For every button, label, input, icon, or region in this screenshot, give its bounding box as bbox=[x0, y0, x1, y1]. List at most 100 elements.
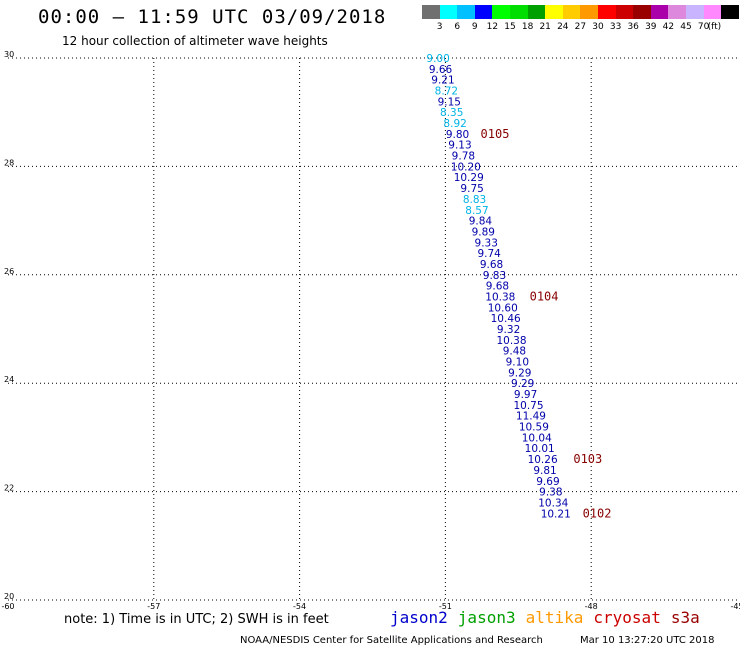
swh-value-label: 10.29 bbox=[454, 172, 484, 184]
swh-value-label: 9.68 bbox=[486, 281, 509, 293]
y-tick-label: 24 bbox=[4, 375, 14, 384]
colorbar-label: 70 bbox=[697, 22, 710, 32]
colorbar-label: 18 bbox=[521, 22, 534, 32]
swh-value-label: 8.72 bbox=[435, 86, 458, 98]
colorbar-swatch bbox=[685, 5, 704, 19]
legend-entry-jason3: jason3 bbox=[457, 608, 516, 627]
swh-value-label: 10.75 bbox=[513, 400, 543, 412]
legend-entry-cryosat: cryosat bbox=[593, 608, 661, 627]
swh-value-label: 9.75 bbox=[460, 183, 483, 195]
colorbar-swatch bbox=[439, 5, 458, 19]
swh-value-label: 9.68 bbox=[480, 259, 503, 271]
colorbar-label: 6 bbox=[454, 22, 461, 32]
colorbar-label: 30 bbox=[592, 22, 604, 32]
time-annotation: 0105 bbox=[481, 127, 510, 141]
swh-value-label: 9.84 bbox=[469, 216, 493, 228]
y-tick-label: 26 bbox=[4, 267, 14, 276]
colorbar-labels: (ft) 3 6 9 12 15 18 21 24 27 30 33 36 39 42 45 70 bbox=[422, 22, 740, 34]
swh-value-label: 9.13 bbox=[448, 140, 471, 152]
swh-value-label: 9.83 bbox=[483, 270, 506, 282]
colorbar-label: 39 bbox=[645, 22, 657, 32]
colorbar-label: 15 bbox=[504, 22, 516, 32]
x-tick-label: -54 bbox=[293, 602, 306, 611]
time-annotation: 0104 bbox=[530, 289, 559, 303]
swh-value-label: 9.48 bbox=[503, 346, 526, 358]
swh-value-label: 9.29 bbox=[511, 378, 534, 390]
swh-value-label: 10.46 bbox=[491, 313, 521, 325]
legend-entry-altika: altika bbox=[525, 608, 584, 627]
swh-value-label: 10.38 bbox=[496, 335, 526, 347]
page-subtitle: 12 hour collection of altimeter wave hei… bbox=[62, 34, 328, 48]
time-annotation: 0103 bbox=[573, 452, 602, 466]
swh-value-label: 10.26 bbox=[528, 454, 558, 466]
colorbar-swatch bbox=[492, 5, 510, 19]
colorbar-label: 27 bbox=[574, 22, 587, 32]
colorbar-swatch bbox=[580, 5, 598, 19]
legend-entry-jason2: jason2 bbox=[390, 608, 448, 627]
colorbar-label: 33 bbox=[609, 22, 622, 32]
colorbar-label: 3 bbox=[436, 22, 443, 32]
satellite-legend: jason2 jason3 altika cryosat s3a bbox=[390, 608, 700, 627]
x-tick-label: -60 bbox=[1, 602, 14, 611]
colorbar-label: 36 bbox=[627, 22, 639, 32]
colorbar-label: 21 bbox=[539, 22, 551, 32]
colorbar-swatch bbox=[721, 5, 739, 19]
swh-value-label: 9.69 bbox=[536, 476, 559, 488]
swh-value-label: 9.00 bbox=[426, 53, 449, 65]
y-tick-label: 28 bbox=[4, 158, 14, 167]
swh-value-label: 9.89 bbox=[472, 226, 495, 238]
swh-value-label: 10.59 bbox=[519, 422, 549, 434]
colorbar-swatch bbox=[474, 5, 493, 19]
colorbar-swatch bbox=[668, 5, 686, 19]
swh-value-label: 8.35 bbox=[440, 107, 463, 119]
colorbar-swatch bbox=[597, 5, 616, 19]
credit-text: NOAA/NESDIS Center for Satellite Applica… bbox=[240, 635, 543, 646]
y-tick-label: 30 bbox=[4, 50, 14, 59]
swh-value-label: 9.38 bbox=[539, 487, 562, 499]
colorbar-label: 12 bbox=[486, 22, 499, 32]
swh-value-label: 10.38 bbox=[485, 291, 515, 303]
colorbar-swatch bbox=[562, 5, 581, 19]
x-tick-label: -51 bbox=[439, 602, 452, 611]
colorbar-swatch bbox=[545, 5, 563, 19]
swh-value-label: 9.78 bbox=[452, 151, 475, 163]
swh-value-label: 8.83 bbox=[463, 194, 486, 206]
swh-value-label: 8.57 bbox=[465, 205, 488, 217]
swh-value-label: 10.04 bbox=[522, 432, 552, 444]
swh-value-label: 10.60 bbox=[488, 302, 518, 314]
colorbar bbox=[422, 5, 739, 19]
colorbar-swatch bbox=[527, 5, 546, 19]
swh-value-label: 9.32 bbox=[497, 324, 520, 336]
swh-value-label: 9.97 bbox=[514, 389, 537, 401]
colorbar-label: 45 bbox=[680, 22, 692, 32]
swh-value-label: 8.92 bbox=[443, 118, 466, 130]
y-tick-label: 20 bbox=[4, 592, 14, 601]
swh-value-label: 9.29 bbox=[508, 367, 531, 379]
x-tick-label: -45 bbox=[730, 602, 740, 611]
swh-value-label: 10.34 bbox=[538, 497, 568, 509]
colorbar-unit: (ft) bbox=[707, 22, 722, 32]
y-tick-label: 22 bbox=[4, 484, 14, 493]
page-title: 00:00 – 11:59 UTC 03/09/2018 bbox=[38, 6, 387, 28]
swh-value-label: 9.80 bbox=[446, 129, 469, 141]
colorbar-swatch bbox=[650, 5, 669, 19]
colorbar-swatch bbox=[703, 5, 722, 19]
swh-value-label: 10.21 bbox=[541, 508, 571, 520]
legend-entry-s3a: s3a bbox=[670, 608, 700, 627]
swh-value-label: 11.49 bbox=[516, 411, 546, 423]
colorbar-label: 24 bbox=[557, 22, 569, 32]
swh-value-label: 9.10 bbox=[506, 357, 529, 369]
timestamp-text: Mar 10 13:27:20 UTC 2018 bbox=[580, 635, 715, 646]
colorbar-label: 42 bbox=[662, 22, 675, 32]
footer-note: note: 1) Time is in UTC; 2) SWH is in fe… bbox=[64, 612, 329, 627]
swh-value-label: 9.81 bbox=[533, 465, 556, 477]
swh-value-label: 9.33 bbox=[475, 237, 498, 249]
colorbar-swatch bbox=[633, 5, 651, 19]
x-tick-label: -48 bbox=[585, 602, 598, 611]
swh-value-label: 10.20 bbox=[451, 161, 481, 173]
colorbar-swatch bbox=[457, 5, 475, 19]
time-annotation: 0102 bbox=[583, 506, 612, 520]
colorbar-swatch bbox=[422, 5, 440, 19]
colorbar-swatch bbox=[615, 5, 634, 19]
